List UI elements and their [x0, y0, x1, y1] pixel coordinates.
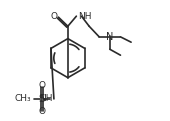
Text: NH: NH — [39, 94, 53, 103]
Text: N: N — [106, 32, 114, 42]
Text: O: O — [38, 107, 45, 116]
Text: CH₃: CH₃ — [15, 94, 31, 103]
Text: S: S — [39, 94, 45, 104]
Text: O: O — [50, 12, 57, 21]
Text: O: O — [38, 81, 45, 90]
Text: NH: NH — [79, 12, 92, 21]
